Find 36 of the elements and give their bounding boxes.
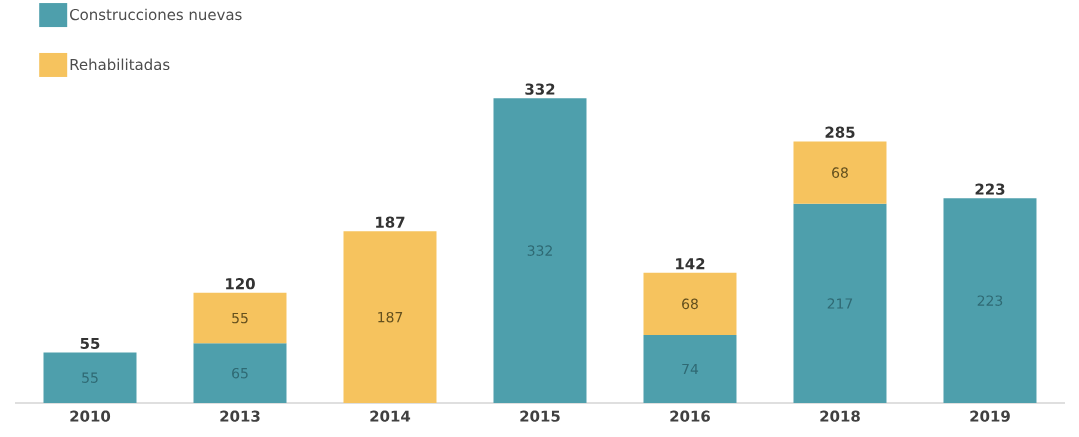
x-tick-label: 2013	[220, 410, 260, 422]
data-label: 217	[827, 298, 853, 309]
x-tick-label: 2015	[520, 410, 560, 422]
data-label: 187	[378, 311, 403, 323]
data-label: 74	[682, 363, 699, 375]
x-tick-label: 2018	[820, 410, 860, 422]
bar	[43, 352, 137, 403]
data-label: 55	[232, 312, 248, 324]
bar	[793, 203, 887, 403]
data-label: 55	[82, 372, 98, 383]
data-label: 223	[977, 295, 1003, 306]
bar	[943, 198, 1037, 403]
data-label: 332	[527, 245, 552, 256]
total-label: 187	[376, 216, 405, 228]
data-label: 68	[832, 167, 848, 178]
x-tick-label: 2014	[370, 410, 411, 422]
total-label: 285	[825, 126, 855, 138]
total-label: 142	[676, 258, 705, 270]
total-label: 55	[80, 337, 100, 350]
bar	[643, 335, 737, 403]
bar	[193, 343, 287, 403]
legend-label: Construcciones nuevas	[70, 8, 242, 21]
total-label: 120	[226, 278, 255, 290]
data-label: 68	[682, 298, 698, 310]
total-label: 223	[975, 183, 1005, 195]
legend-label: Rehabilitadas	[70, 58, 170, 71]
bar	[643, 272, 737, 336]
bar	[343, 231, 437, 403]
data-label: 65	[232, 367, 248, 379]
total-label: 332	[525, 83, 555, 95]
bar	[493, 98, 587, 403]
x-tick-label: 2010	[70, 410, 111, 422]
x-tick-label: 2016	[670, 410, 710, 422]
bar	[793, 141, 887, 204]
x-tick-label: 2019	[970, 410, 1010, 422]
bar	[193, 292, 287, 344]
